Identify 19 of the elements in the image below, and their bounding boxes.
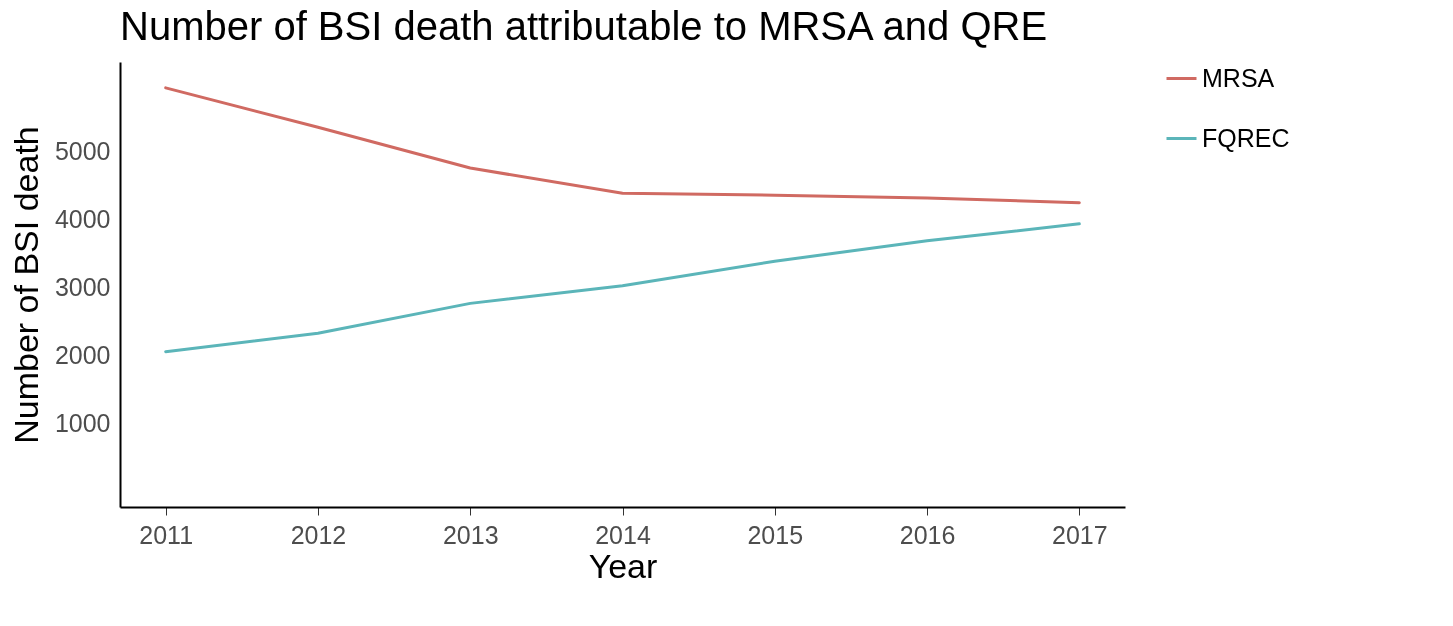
y-tick-label: 4000 — [54, 204, 111, 233]
x-axis-title: Year — [588, 546, 658, 585]
y-tick-label: 5000 — [54, 136, 111, 165]
legend-label: MRSA — [1202, 63, 1275, 92]
x-tick-label: 2016 — [899, 520, 956, 549]
y-tick-label: 3000 — [54, 272, 111, 301]
line-series — [164, 86, 1081, 205]
y-tick-label: 2000 — [54, 340, 111, 369]
line-series — [164, 222, 1081, 354]
x-tick-label: 2014 — [595, 520, 651, 549]
x-tick-label: 2011 — [139, 520, 194, 549]
x-tick-label: 2012 — [290, 520, 347, 549]
x-tick-label: 2013 — [442, 520, 499, 549]
y-tick-label: 1000 — [54, 408, 111, 437]
y-axis-title: Number of BSI death — [6, 126, 45, 444]
x-tick-label: 2015 — [747, 520, 804, 549]
chart-title: Number of BSI death attributable to MRSA and QRE — [120, 4, 1048, 48]
legend-label: FQREC — [1202, 123, 1290, 152]
x-tick-label: 2017 — [1052, 520, 1108, 549]
